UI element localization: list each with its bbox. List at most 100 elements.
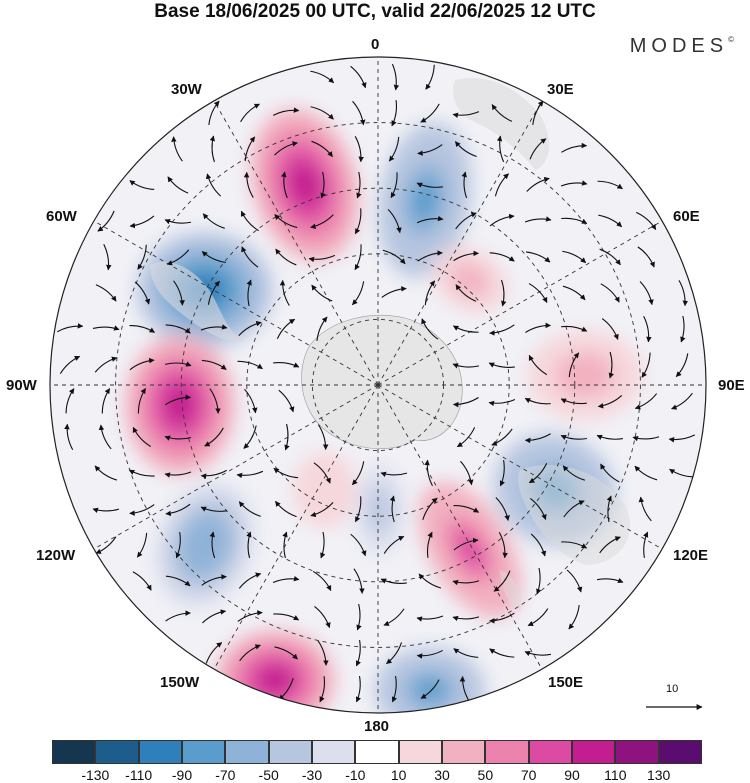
wind-vector-arrow — [417, 144, 443, 156]
wind-vector-arrow — [205, 173, 222, 197]
colorbar-tick-label: -130 — [81, 767, 110, 783]
wind-vector-arrow — [164, 219, 192, 225]
lon-label-90w: 90W — [6, 377, 37, 394]
wind-vector-arrow — [94, 465, 118, 481]
lon-label-0: 0 — [371, 36, 380, 53]
wind-vector-arrow — [416, 615, 444, 622]
wind-vector-arrow — [532, 100, 544, 125]
wind-vector-arrow — [494, 173, 509, 197]
wind-vector-arrow — [276, 318, 296, 339]
wind-vector-arrow — [317, 640, 329, 666]
wind-vector-arrow — [421, 318, 439, 340]
wind-vector-arrow — [244, 388, 258, 414]
colorbar-tick-label: 30 — [434, 767, 450, 783]
colorbar-tick-label: 50 — [477, 767, 494, 783]
negative-anomaly — [412, 178, 438, 222]
wind-vector-arrow — [355, 639, 361, 667]
colorbar-tick-label: 90 — [564, 767, 580, 783]
lon-label-30e: 30E — [547, 81, 574, 98]
map-border — [49, 56, 707, 714]
wind-vector-arrow — [92, 507, 120, 513]
wind-vector-arrow — [165, 324, 191, 334]
wind-vector-arrow — [452, 397, 479, 408]
wind-vector-arrow — [354, 136, 364, 163]
lon-label-30w: 30W — [171, 81, 202, 98]
wind-vector-arrow — [129, 325, 156, 333]
wind-vector-arrow — [243, 425, 257, 449]
wind-vector-arrow — [98, 424, 112, 450]
colorbar-swatch — [225, 740, 269, 764]
australia-landmass — [517, 464, 631, 565]
colorbar-swatch — [312, 740, 356, 764]
wind-vector-arrow — [274, 214, 298, 229]
lon-label-150w: 150W — [160, 674, 200, 691]
colorbar-tick-label: -70 — [215, 767, 236, 783]
brand-text: MODES — [629, 35, 729, 57]
colorbar-swatch — [528, 740, 572, 764]
wind-vector-arrow — [95, 536, 117, 554]
wind-vector-arrow — [453, 537, 479, 551]
wind-vector-arrow — [454, 141, 477, 158]
colorbar — [52, 740, 702, 764]
meridian-line — [377, 220, 663, 386]
colorbar-tick-label: -30 — [301, 767, 323, 783]
wind-vector-arrow — [356, 603, 362, 631]
colorbar-swatch — [52, 740, 96, 764]
wind-vector-arrow — [634, 465, 658, 481]
wind-vector-arrow — [491, 104, 513, 122]
wind-vector-arrow — [456, 427, 476, 448]
wind-vector-arrow — [527, 608, 549, 626]
wind-vector-arrow — [525, 322, 552, 333]
wind-vector-arrow — [236, 470, 264, 479]
wind-vector-arrow — [671, 392, 693, 410]
positive-anomaly — [289, 163, 321, 207]
lon-label-180: 180 — [364, 718, 390, 735]
wind-vector-arrow — [528, 463, 548, 484]
wind-vector-arrow — [524, 216, 552, 223]
wind-vector-arrow — [536, 567, 542, 595]
wind-vector-arrow — [281, 171, 288, 199]
wind-vector-arrow — [272, 575, 300, 584]
wind-vector-arrow — [237, 360, 263, 370]
wind-vector-arrow — [386, 642, 403, 665]
wind-vector-arrow — [597, 180, 623, 190]
wind-vector-arrow — [57, 323, 84, 333]
colorbar-swatch — [615, 740, 659, 764]
wind-vector-arrow — [641, 352, 651, 378]
map-title: Base 18/06/2025 00 UTC, valid 22/06/2025… — [154, 1, 596, 22]
positive-anomaly — [164, 385, 196, 425]
land-layer — [150, 78, 631, 612]
antarctica-landmass — [301, 315, 463, 449]
wind-vector-arrow — [351, 461, 365, 486]
wind-vector-arrow — [238, 572, 262, 589]
wind-vector-arrow — [643, 531, 649, 558]
wind-vector-arrow — [680, 315, 686, 343]
wind-vector-arrow — [167, 176, 189, 194]
colorbar-tick-label: -10 — [345, 767, 366, 783]
latitude-circle — [180, 187, 576, 583]
wind-vector-arrow — [314, 605, 331, 629]
wind-vector-arrow — [209, 135, 215, 163]
wind-vector-arrow — [316, 316, 328, 342]
colorbar-swatch — [182, 740, 226, 764]
wind-vector-arrow — [353, 568, 365, 594]
wind-vector-arrow — [525, 251, 551, 263]
wind-vector-arrow — [136, 532, 148, 558]
meridian-line — [377, 100, 543, 386]
wind-vector-arrow — [526, 176, 550, 192]
wind-vector-arrow — [273, 361, 300, 368]
vector-reference-arrow — [646, 704, 703, 710]
wind-vector-arrow — [675, 353, 689, 378]
wind-vector-arrow — [274, 646, 298, 660]
wind-vector-arrow — [426, 531, 433, 558]
wind-vector-arrow — [488, 362, 515, 368]
colorbar-tick-label: 130 — [646, 767, 671, 783]
wind-vector-arrow — [240, 210, 259, 232]
wind-vector-arrow — [489, 252, 515, 262]
wind-vector-arrow — [356, 171, 362, 199]
wind-vector-arrow — [530, 498, 547, 521]
wind-vector-arrow — [246, 531, 252, 559]
wind-vector-arrow — [164, 471, 192, 478]
wind-vector-arrow — [387, 209, 402, 234]
wind-vector-arrow — [317, 424, 329, 451]
